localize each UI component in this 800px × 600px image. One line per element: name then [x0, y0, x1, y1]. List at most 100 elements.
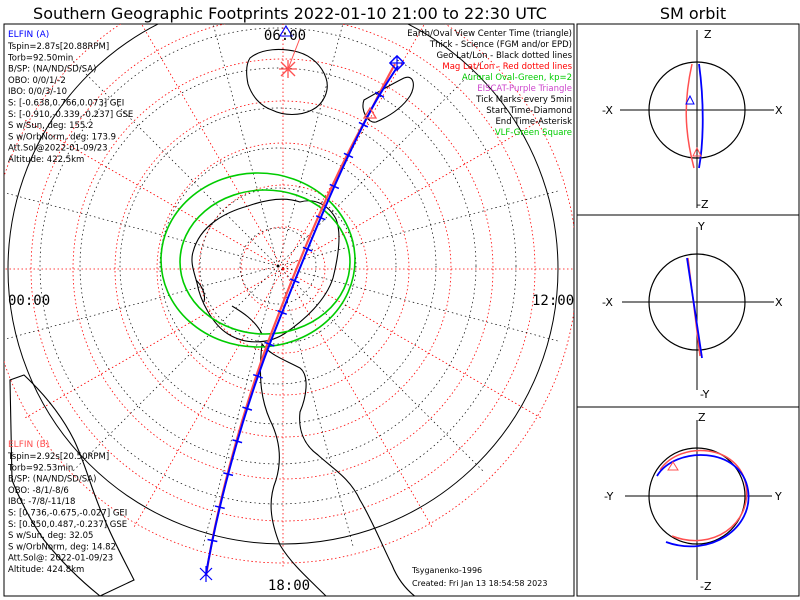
elfin-a-start-diamond	[388, 54, 406, 72]
geo-lon-line	[277, 24, 344, 267]
mlt-label-bottom: 18:00	[268, 578, 310, 594]
mag-latlon-grid	[4, 24, 574, 569]
elfin-b-orbit	[659, 449, 748, 542]
elfin-a-track	[205, 65, 399, 575]
mag-lon-line	[141, 24, 284, 270]
legend-item: End Time-Asterisk	[495, 117, 572, 127]
polar-map	[4, 24, 574, 596]
elfin-a-orbit	[656, 454, 750, 548]
track-tick	[289, 278, 300, 284]
created-label: Created: Fri Jan 13 18:54:58 2023	[412, 579, 547, 588]
geo-lon-line	[277, 190, 559, 267]
mag-lat-circle	[240, 226, 326, 312]
geo-lon-line	[72, 265, 279, 472]
geo-lon-line	[4, 192, 279, 267]
sm-panel-yz: Z -Z -Y Y	[604, 411, 782, 593]
geo-lat-circle	[119, 107, 437, 425]
info-line: S w/Sun, deg: 32.05	[8, 531, 93, 541]
geo-lat-circle	[199, 187, 357, 345]
info-line: Tspin=2.92s[20.50RPM]	[7, 452, 109, 462]
sm2-left-label: -X	[602, 296, 613, 309]
geo-lat-circle	[79, 67, 477, 465]
sm3-top-label: Z	[698, 411, 706, 424]
geo-lon-line	[277, 265, 559, 342]
track-tick-marks	[207, 91, 385, 543]
elfin-a-info: ELFIN (A) Tspin=2.87s[20.88RPM]Torb=92.5…	[7, 30, 133, 165]
info-line: IBO: 0/0/3/-10	[8, 87, 67, 97]
info-line: OBO: 0/0/1/-2	[8, 76, 66, 86]
geo-lon-line	[202, 265, 279, 547]
sm3-right-label: Y	[774, 490, 782, 503]
view-triangle	[692, 146, 702, 157]
sm2-right-label: X	[775, 296, 783, 309]
geo-lon-line	[277, 265, 484, 472]
info-line: Altitude: 424.8km	[8, 565, 84, 575]
sm1-left-label: -X	[602, 104, 613, 117]
auroral-oval-outer	[160, 172, 356, 348]
geo-lat-circle	[39, 27, 517, 505]
track-tick	[207, 538, 218, 543]
info-line: Att.Sol@: 2022-01-09/23	[8, 554, 113, 564]
info-line: S: [-0.638,0.766,0.073] GEI	[8, 99, 124, 109]
elfin-a-orbit	[686, 257, 703, 359]
antarctic-peninsula	[231, 305, 263, 335]
sm-panel-xz-frame	[576, 23, 800, 216]
info-line: OBO: -8/1/-8/6	[8, 486, 69, 496]
sm2-bottom-label: -Y	[700, 388, 710, 401]
legend-item: Earth/Oval View Center Time (triangle)	[407, 29, 572, 39]
legend: Earth/Oval View Center Time (triangle)Th…	[407, 29, 572, 138]
mag-lon-line	[132, 268, 284, 530]
mag-lon-line	[282, 268, 434, 530]
info-line: IBO: -7/8/-11/18	[8, 497, 75, 507]
track-tick	[214, 505, 225, 510]
south-america-outline	[259, 342, 416, 596]
mlt-label-left: 00:00	[8, 293, 50, 309]
elfin-a-header: ELFIN (A)	[8, 30, 49, 40]
sm1-top-label: Z	[704, 28, 712, 41]
figure-title: Southern Geographic Footprints 2022-01-1…	[33, 4, 547, 23]
track-tick	[343, 152, 354, 159]
legend-item: VLF-Green Square	[495, 128, 572, 138]
legend-item: Start Time-Diamond	[486, 106, 572, 116]
elfin-b-info: ELFIN (B) Tspin=2.92s[20.50RPM]Torb=92.5…	[7, 440, 127, 575]
island-outline	[195, 279, 206, 303]
sm1-bottom-label: -Z	[697, 198, 709, 211]
mag-lon-line	[282, 24, 425, 270]
view-triangle	[685, 94, 695, 105]
track-tick	[223, 472, 234, 477]
info-line: S: [0.736,-0.675,-0.027] GEI	[8, 509, 127, 519]
sm2-top-label: Y	[697, 220, 705, 233]
australia-outline	[246, 48, 328, 116]
elfin-b-track	[204, 63, 396, 577]
track-tick	[329, 183, 340, 190]
mlt-label-right: 12:00	[532, 293, 574, 309]
info-line: B/SP: (NA/ND/SD/SA)	[8, 475, 96, 485]
track-tick	[242, 406, 253, 411]
globe-boundary	[7, 24, 559, 545]
geo-lon-line	[277, 60, 484, 267]
earth-circle	[648, 447, 746, 545]
legend-item: Geo Lat/Lon - Black dotted lines	[436, 51, 572, 61]
info-line: Att.Sol@2022-01-09/23	[8, 144, 108, 154]
africa-outline	[9, 374, 135, 596]
mag-lat-circle	[72, 58, 494, 480]
view-center-triangle	[279, 24, 293, 37]
track-tick	[252, 373, 263, 379]
new-zealand-outline	[362, 76, 414, 123]
track-tick	[277, 309, 288, 316]
pole-leader-line	[287, 37, 301, 70]
geo-lon-line	[277, 265, 354, 547]
auroral-oval	[160, 172, 356, 348]
sm-panel-yz-frame	[576, 406, 800, 597]
legend-item: Thick - Science (FGM and/or EPD)	[429, 40, 572, 50]
sm-panels: Z -Z -X X Y -Y -X X Z -Z -Y	[576, 23, 800, 597]
geo-lat-circle	[159, 147, 397, 385]
sm1-right-label: X	[775, 104, 783, 117]
mlt-label-top: 06:00	[264, 28, 306, 44]
elfin-b-orbit	[685, 63, 695, 169]
info-line: B/SP: (NA/ND/SD/SA)	[8, 65, 96, 75]
earth-circle	[648, 61, 746, 159]
sm-panel-xy-frame	[576, 214, 800, 408]
mag-lon-line	[22, 268, 284, 420]
